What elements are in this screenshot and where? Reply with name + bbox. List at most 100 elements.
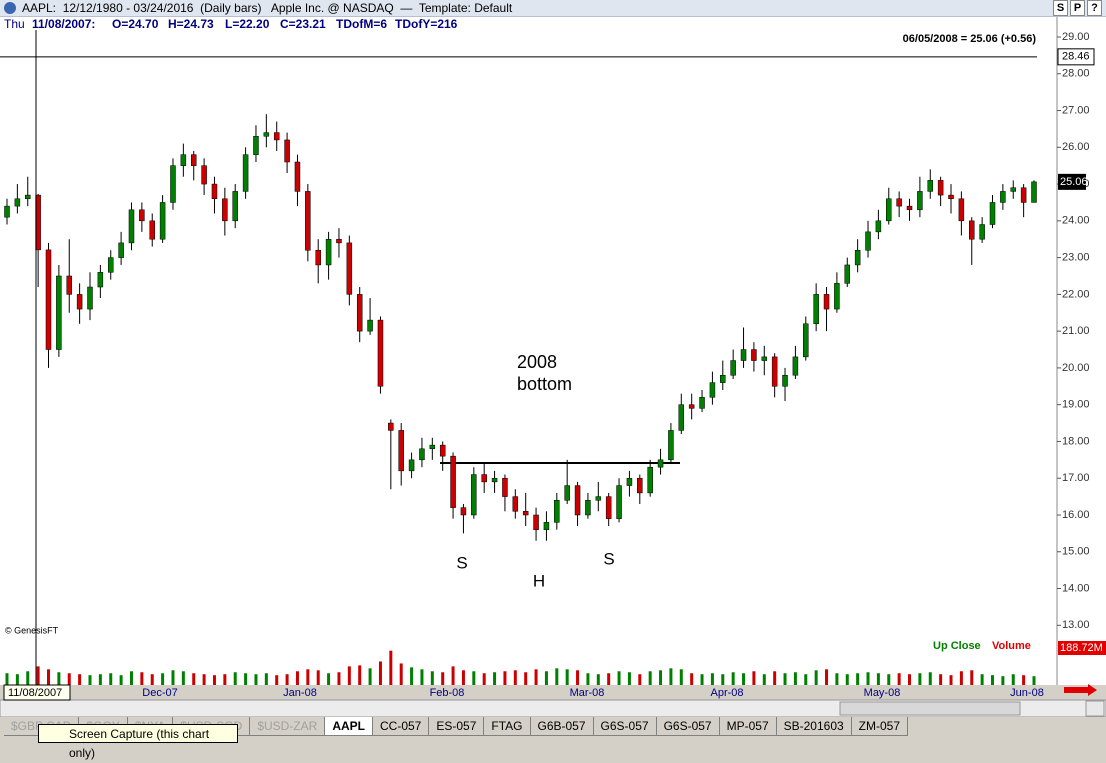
- y-tick-label: 13.00: [1062, 619, 1090, 631]
- candle-body: [149, 220, 155, 240]
- tab[interactable]: CC-057: [373, 717, 430, 736]
- info-field: L=22.20: [225, 17, 270, 31]
- candle-body: [948, 194, 954, 200]
- tab[interactable]: FTAG: [484, 717, 531, 736]
- volume-bar: [244, 673, 248, 685]
- tab[interactable]: G6B-057: [530, 717, 594, 736]
- candle-body: [1020, 187, 1027, 203]
- volume-bar: [161, 673, 165, 685]
- volume-bar: [513, 670, 517, 685]
- candle-body: [626, 477, 633, 486]
- y-tick-label: 15.00: [1062, 546, 1090, 558]
- volume-bar: [57, 672, 61, 685]
- tab[interactable]: MP-057: [719, 717, 777, 736]
- candle-body: [24, 194, 31, 200]
- volume-bar: [596, 674, 600, 685]
- volume-bar: [441, 672, 445, 685]
- app-icon: [4, 2, 16, 14]
- info-field: C=23.21: [280, 17, 326, 31]
- candle-body: [782, 375, 788, 387]
- volume-bar: [171, 670, 175, 685]
- candle-body: [398, 430, 404, 472]
- y-tick-label: 28.00: [1062, 68, 1090, 80]
- candle-body: [834, 283, 840, 310]
- volume-bar: [451, 666, 455, 685]
- x-tick-label: Mar-08: [570, 687, 605, 699]
- y-tick-label: 16.00: [1062, 509, 1090, 521]
- candle-body: [886, 198, 892, 222]
- candle-body: [657, 459, 664, 468]
- candle-body: [969, 220, 975, 240]
- volume-bar: [306, 669, 310, 685]
- candle-body: [927, 180, 934, 192]
- candle-body: [823, 294, 830, 310]
- x-tick-label: Feb-08: [430, 687, 465, 699]
- candle-body: [429, 444, 436, 450]
- tab[interactable]: G6S-057: [593, 717, 657, 736]
- candle-body: [522, 511, 529, 516]
- candle-body: [471, 474, 477, 516]
- volume-bar: [1001, 676, 1005, 685]
- y-tick-label: 27.00: [1062, 104, 1090, 116]
- candle-body: [139, 209, 145, 222]
- candle-body: [356, 294, 363, 332]
- info-day: Thu: [4, 17, 25, 31]
- volume-bar: [368, 668, 372, 685]
- candle-body: [844, 264, 851, 284]
- candle-body: [937, 180, 944, 196]
- last-quote: 06/05/2008 = 25.06 (+0.56): [903, 33, 1037, 45]
- button[interactable]: ?: [1087, 0, 1102, 16]
- candle-body: [989, 202, 996, 225]
- volume-bar: [762, 674, 766, 685]
- candle-body: [159, 202, 166, 240]
- candle-body: [336, 238, 342, 244]
- candle-body: [180, 154, 187, 166]
- volume-bar: [109, 673, 113, 685]
- date-axis: [0, 685, 1106, 700]
- candle-body: [419, 448, 425, 461]
- scroll-right-arrow[interactable]: [1064, 684, 1097, 696]
- tab[interactable]: AAPL: [325, 717, 373, 736]
- volume-bar: [202, 674, 206, 685]
- tab[interactable]: G6S-057: [656, 717, 720, 736]
- candle-body: [740, 349, 747, 361]
- volume-bar: [482, 673, 486, 685]
- tab[interactable]: ZM-057: [851, 717, 909, 736]
- volume-bar: [1032, 676, 1036, 685]
- scroll-thumb[interactable]: [839, 701, 1021, 716]
- scrollbar[interactable]: [0, 699, 1106, 717]
- candle-body: [533, 514, 539, 530]
- volume-bar: [980, 674, 984, 685]
- y-tick-label: 14.00: [1062, 582, 1090, 594]
- candle-body: [647, 466, 653, 494]
- volume-bar: [399, 663, 403, 685]
- tab[interactable]: SB-201603: [776, 717, 852, 736]
- tab[interactable]: $USD-ZAR: [250, 717, 326, 736]
- volume-bar: [88, 675, 92, 685]
- volume-bar: [223, 674, 227, 685]
- tab[interactable]: ES-057: [429, 717, 485, 736]
- legend-entry: Volume: [992, 640, 1031, 652]
- candle-body: [14, 198, 21, 207]
- scroll-arrow[interactable]: [1085, 700, 1105, 717]
- candle-body: [97, 272, 104, 288]
- volume-bar: [793, 672, 797, 685]
- candle-body: [170, 165, 176, 203]
- volume-bar: [420, 669, 424, 685]
- button[interactable]: P: [1070, 0, 1085, 16]
- volume-bar: [742, 673, 746, 685]
- candle-body: [595, 496, 602, 501]
- cursor-price: 28.46: [1062, 51, 1090, 63]
- volume-bar: [181, 671, 185, 685]
- volume-bar: [36, 666, 40, 685]
- volume-bar: [773, 671, 777, 685]
- candle-body: [709, 382, 716, 398]
- info-field: O=24.70: [112, 17, 159, 31]
- candle-body: [502, 477, 508, 497]
- candle-body: [305, 191, 311, 251]
- candle-body: [367, 319, 373, 332]
- volume-bar: [337, 672, 341, 685]
- candle-body: [512, 496, 519, 512]
- candle-body: [751, 349, 757, 361]
- button[interactable]: S: [1053, 0, 1068, 16]
